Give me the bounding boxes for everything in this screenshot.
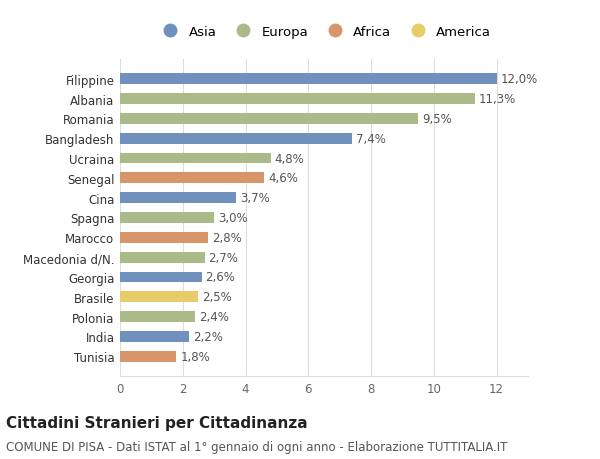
Bar: [120, 74, 497, 85]
Text: 3,0%: 3,0%: [218, 212, 248, 224]
Text: 12,0%: 12,0%: [500, 73, 538, 86]
Text: 2,8%: 2,8%: [212, 231, 241, 244]
Text: 9,5%: 9,5%: [422, 112, 452, 126]
Bar: [120, 351, 176, 362]
Text: 4,8%: 4,8%: [274, 152, 304, 165]
Bar: [120, 331, 189, 342]
Text: 2,2%: 2,2%: [193, 330, 223, 343]
Bar: [120, 252, 205, 263]
Text: 2,7%: 2,7%: [209, 251, 238, 264]
Bar: [120, 134, 352, 144]
Bar: [120, 232, 208, 243]
Bar: [120, 272, 202, 283]
Bar: [120, 94, 475, 105]
Text: 2,4%: 2,4%: [199, 310, 229, 324]
Bar: [120, 292, 199, 302]
Bar: [120, 173, 265, 184]
Text: Cittadini Stranieri per Cittadinanza: Cittadini Stranieri per Cittadinanza: [6, 415, 308, 431]
Bar: [120, 114, 418, 124]
Bar: [120, 193, 236, 204]
Text: 11,3%: 11,3%: [478, 93, 515, 106]
Text: 3,7%: 3,7%: [240, 192, 269, 205]
Text: 4,6%: 4,6%: [268, 172, 298, 185]
Legend: Asia, Europa, Africa, America: Asia, Europa, Africa, America: [153, 22, 495, 43]
Text: 2,5%: 2,5%: [202, 291, 232, 304]
Text: 2,6%: 2,6%: [205, 271, 235, 284]
Text: 1,8%: 1,8%: [180, 350, 210, 363]
Text: COMUNE DI PISA - Dati ISTAT al 1° gennaio di ogni anno - Elaborazione TUTTITALIA: COMUNE DI PISA - Dati ISTAT al 1° gennai…: [6, 440, 508, 453]
Bar: [120, 312, 196, 322]
Bar: [120, 213, 214, 224]
Text: 7,4%: 7,4%: [356, 132, 386, 146]
Bar: [120, 153, 271, 164]
